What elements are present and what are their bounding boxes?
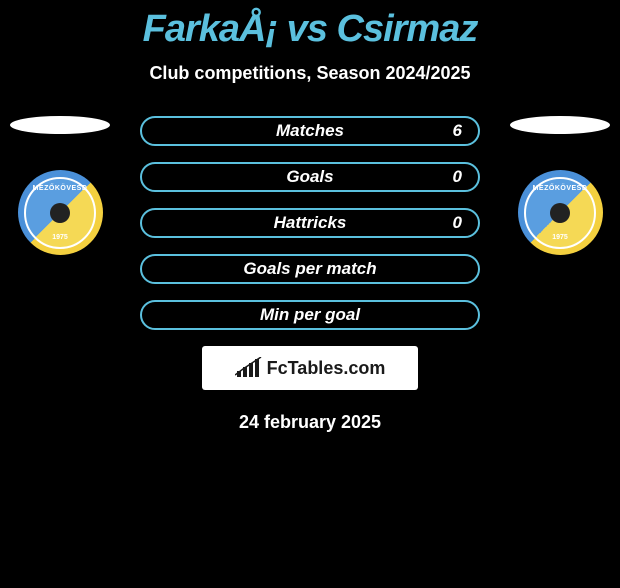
content-area: MEZŐKÖVESD 1975 MEZŐKÖVESD 1975 Matches … [0, 116, 620, 433]
page-subtitle: Club competitions, Season 2024/2025 [0, 63, 620, 84]
badge-circle: MEZŐKÖVESD 1975 [518, 170, 603, 255]
badge-club-name: MEZŐKÖVESD [533, 185, 588, 192]
soccer-ball-icon [50, 203, 70, 223]
badge-year: 1975 [552, 234, 568, 241]
page-title: FarkaÅ¡ vs Csirmaz [0, 8, 620, 51]
club-badge-left: MEZŐKÖVESD 1975 [10, 170, 110, 255]
badge-inner: MEZŐKÖVESD 1975 [24, 177, 96, 249]
stat-row-goals: Goals 0 [140, 162, 480, 192]
soccer-ball-icon [550, 203, 570, 223]
date-text: 24 february 2025 [0, 412, 620, 433]
stat-label: Min per goal [260, 305, 360, 325]
stat-value: 0 [453, 167, 462, 187]
stat-label: Hattricks [274, 213, 347, 233]
logo-content: FcTables.com [235, 357, 386, 379]
stat-label: Goals [286, 167, 333, 187]
stat-value: 0 [453, 213, 462, 233]
right-player-column: MEZŐKÖVESD 1975 [510, 116, 610, 255]
stat-label: Matches [276, 121, 344, 141]
stat-row-matches: Matches 6 [140, 116, 480, 146]
club-badge-right: MEZŐKÖVESD 1975 [510, 170, 610, 255]
stat-row-min-per-goal: Min per goal [140, 300, 480, 330]
stats-container: Matches 6 Goals 0 Hattricks 0 Goals per … [140, 116, 480, 330]
badge-club-name: MEZŐKÖVESD [33, 185, 88, 192]
stat-label: Goals per match [243, 259, 376, 279]
player-placeholder-right [510, 116, 610, 134]
stat-row-goals-per-match: Goals per match [140, 254, 480, 284]
stat-row-hattricks: Hattricks 0 [140, 208, 480, 238]
badge-inner: MEZŐKÖVESD 1975 [524, 177, 596, 249]
badge-circle: MEZŐKÖVESD 1975 [18, 170, 103, 255]
chart-icon [235, 357, 263, 379]
left-player-column: MEZŐKÖVESD 1975 [10, 116, 110, 255]
stat-value: 6 [453, 121, 462, 141]
branding-box: FcTables.com [202, 346, 418, 390]
badge-year: 1975 [52, 234, 68, 241]
site-name: FcTables.com [267, 358, 386, 379]
player-placeholder-left [10, 116, 110, 134]
